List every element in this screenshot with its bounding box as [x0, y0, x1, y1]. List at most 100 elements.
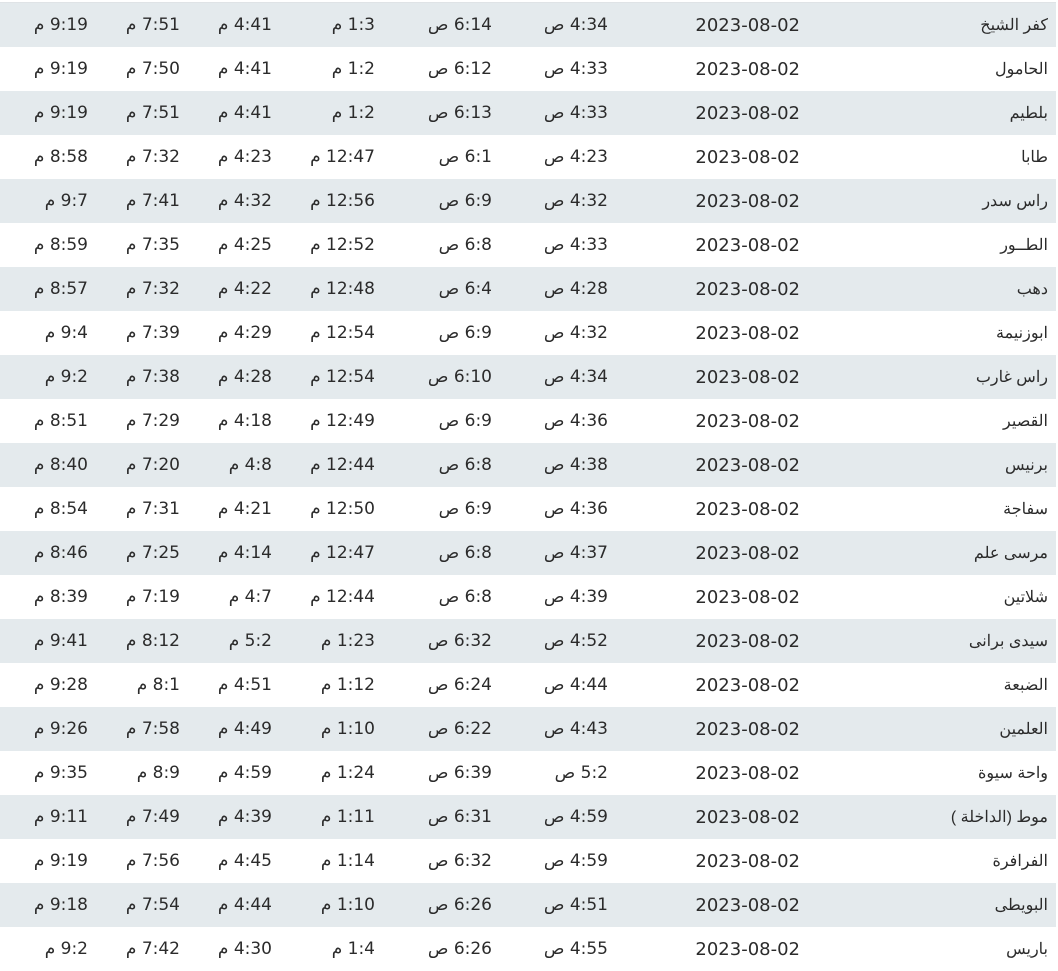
date-cell: 2023-08-02 [616, 399, 808, 443]
dhuhr-cell: 1:24 م [280, 751, 383, 795]
isha-cell: 9:7 م [0, 179, 96, 223]
asr-cell: 4:59 م [188, 751, 280, 795]
city-cell: موط (الداخلة ) [808, 795, 1056, 839]
date-value: 2023-08-02 [695, 807, 800, 828]
fajr-cell: 4:28 ص [500, 267, 616, 311]
dhuhr-cell: 1:10 م [280, 707, 383, 751]
sunrise-cell: 6:8 ص [383, 223, 500, 267]
city-cell: راس سدر [808, 179, 1056, 223]
asr-cell: 4:32 م [188, 179, 280, 223]
asr-cell: 4:28 م [188, 355, 280, 399]
dhuhr-cell: 12:47 م [280, 135, 383, 179]
date-cell: 2023-08-02 [616, 179, 808, 223]
date-value: 2023-08-02 [695, 235, 800, 256]
sunrise-cell: 6:12 ص [383, 47, 500, 91]
dhuhr-cell: 1:2 م [280, 91, 383, 135]
date-cell: 2023-08-02 [616, 575, 808, 619]
dhuhr-cell: 1:3 م [280, 3, 383, 48]
isha-cell: 8:58 م [0, 135, 96, 179]
fajr-cell: 4:44 ص [500, 663, 616, 707]
maghrib-cell: 7:35 م [96, 223, 188, 267]
asr-cell: 4:41 م [188, 3, 280, 48]
maghrib-cell: 7:31 م [96, 487, 188, 531]
dhuhr-cell: 1:23 م [280, 619, 383, 663]
isha-cell: 8:51 م [0, 399, 96, 443]
date-cell: 2023-08-02 [616, 707, 808, 751]
date-value: 2023-08-02 [695, 15, 800, 36]
fajr-cell: 4:43 ص [500, 707, 616, 751]
date-cell: 2023-08-02 [616, 135, 808, 179]
asr-cell: 4:51 م [188, 663, 280, 707]
date-value: 2023-08-02 [695, 543, 800, 564]
sunrise-cell: 6:22 ص [383, 707, 500, 751]
date-value: 2023-08-02 [695, 763, 800, 784]
sunrise-cell: 6:9 ص [383, 179, 500, 223]
dhuhr-cell: 1:2 م [280, 47, 383, 91]
asr-cell: 4:14 م [188, 531, 280, 575]
dhuhr-cell: 12:54 م [280, 311, 383, 355]
sunrise-cell: 6:9 ص [383, 311, 500, 355]
fajr-cell: 4:52 ص [500, 619, 616, 663]
isha-cell: 8:46 م [0, 531, 96, 575]
date-value: 2023-08-02 [695, 367, 800, 388]
city-cell: واحة سيوة [808, 751, 1056, 795]
date-cell: 2023-08-02 [616, 355, 808, 399]
dhuhr-cell: 12:50 م [280, 487, 383, 531]
date-cell: 2023-08-02 [616, 795, 808, 839]
asr-cell: 4:25 م [188, 223, 280, 267]
dhuhr-cell: 12:44 م [280, 575, 383, 619]
date-cell: 2023-08-02 [616, 487, 808, 531]
sunrise-cell: 6:26 ص [383, 883, 500, 927]
fajr-cell: 4:33 ص [500, 91, 616, 135]
dhuhr-cell: 12:49 م [280, 399, 383, 443]
date-value: 2023-08-02 [695, 279, 800, 300]
city-cell: طابا [808, 135, 1056, 179]
date-cell: 2023-08-02 [616, 267, 808, 311]
maghrib-cell: 7:41 م [96, 179, 188, 223]
maghrib-cell: 7:42 م [96, 927, 188, 971]
city-cell: باريس [808, 927, 1056, 971]
maghrib-cell: 7:39 م [96, 311, 188, 355]
maghrib-cell: 7:56 م [96, 839, 188, 883]
maghrib-cell: 7:38 م [96, 355, 188, 399]
date-value: 2023-08-02 [695, 719, 800, 740]
date-value: 2023-08-02 [695, 631, 800, 652]
fajr-cell: 4:32 ص [500, 311, 616, 355]
fajr-cell: 4:39 ص [500, 575, 616, 619]
date-value: 2023-08-02 [695, 59, 800, 80]
asr-cell: 4:49 م [188, 707, 280, 751]
city-cell: كفر الشيخ [808, 3, 1056, 48]
fajr-cell: 4:36 ص [500, 487, 616, 531]
isha-cell: 9:41 م [0, 619, 96, 663]
fajr-cell: 4:33 ص [500, 223, 616, 267]
city-cell: الحامول [808, 47, 1056, 91]
maghrib-cell: 7:25 م [96, 531, 188, 575]
dhuhr-cell: 1:12 م [280, 663, 383, 707]
date-value: 2023-08-02 [695, 939, 800, 960]
date-value: 2023-08-02 [695, 895, 800, 916]
sunrise-cell: 6:8 ص [383, 575, 500, 619]
sunrise-cell: 6:14 ص [383, 3, 500, 48]
city-cell: العلمين [808, 707, 1056, 751]
dhuhr-cell: 1:10 م [280, 883, 383, 927]
fajr-cell: 4:32 ص [500, 179, 616, 223]
isha-cell: 8:54 م [0, 487, 96, 531]
date-cell: 2023-08-02 [616, 663, 808, 707]
date-cell: 2023-08-02 [616, 311, 808, 355]
date-cell: 2023-08-02 [616, 883, 808, 927]
asr-cell: 4:22 م [188, 267, 280, 311]
dhuhr-cell: 1:4 م [280, 927, 383, 971]
date-cell: 2023-08-02 [616, 927, 808, 971]
date-value: 2023-08-02 [695, 191, 800, 212]
